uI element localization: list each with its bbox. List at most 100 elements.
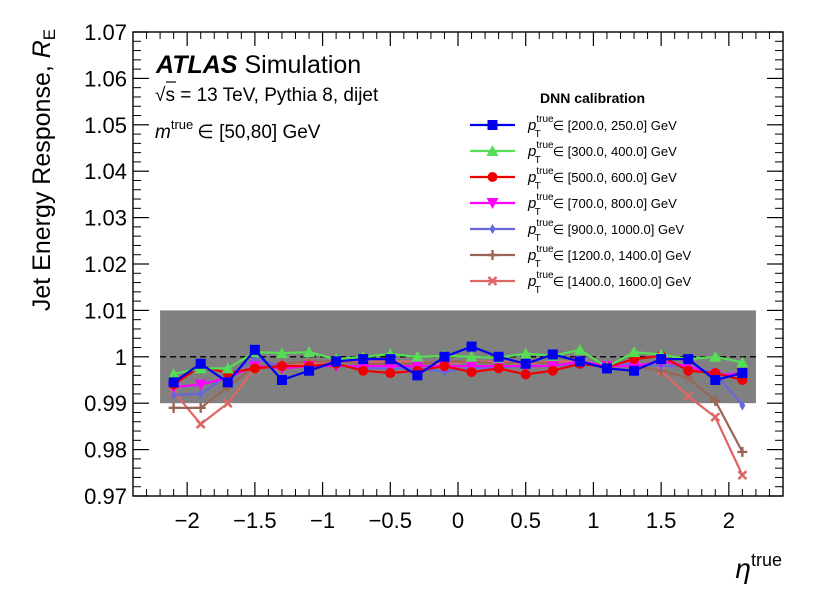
legend-range: ∈ [500.0, 600.0] GeV (553, 170, 677, 185)
series-1-point-22 (737, 368, 748, 379)
y-axis-title-main: Jet Energy Response, (28, 58, 56, 311)
legend-p-symbol: p (527, 169, 536, 186)
series-3-point-8 (358, 365, 369, 376)
legend-superscript: true (536, 114, 554, 125)
series-3-point-12 (466, 367, 477, 378)
series-1-point-19 (656, 354, 667, 365)
series-7-point-20 (683, 391, 694, 402)
y-tick-label: 1.05 (84, 113, 127, 138)
series-2-point-21 (709, 350, 722, 362)
legend-marker (487, 172, 498, 182)
series-7-point-21 (710, 412, 721, 423)
legend-superscript: true (536, 218, 554, 229)
series-6-point-22 (737, 446, 748, 457)
series-1-point-20 (683, 354, 694, 365)
y-tick-label: 0.99 (84, 391, 127, 416)
series-3-point-13 (493, 363, 504, 374)
legend-label: ptrue T ∈ [700.0, 800.0] GeV (527, 192, 677, 218)
legend-entry-6: ptrue T ∈ [1200.0, 1400.0] GeV (470, 244, 692, 270)
legend-p-symbol: p (527, 247, 536, 264)
y-tick-label: 0.97 (84, 484, 127, 509)
legend-range: ∈ [1200.0, 1400.0] GeV (553, 248, 692, 263)
legend-subscript: T (535, 233, 541, 244)
series-1-point-14 (520, 358, 531, 369)
legend-marker (487, 250, 498, 260)
series-3-point-14 (520, 369, 531, 380)
y-axis-title-subscript: E (40, 29, 59, 40)
series-1-point-4 (249, 344, 260, 355)
series-6-point-1 (168, 402, 179, 413)
legend-marker (489, 224, 496, 234)
series-1-point-17 (601, 363, 612, 374)
simulation-text: Simulation (244, 51, 361, 79)
series-3-line (173, 354, 743, 386)
series-4-point-2 (194, 379, 207, 391)
legend-subscript: T (535, 207, 541, 218)
series-1-point-16 (574, 356, 585, 367)
legend-subscript: T (535, 285, 541, 296)
y-tick-label: 1.04 (84, 159, 127, 184)
legend-p-symbol: p (527, 221, 536, 238)
legend-marker (487, 120, 498, 130)
x-tick-label: 1 (587, 508, 599, 533)
series-1 (168, 341, 748, 388)
series-5-point-22 (739, 400, 746, 411)
legend-range: ∈ [1400.0, 1600.0] GeV (553, 274, 692, 289)
x-axis-title-symbol: η (735, 553, 751, 584)
legend-marker (486, 145, 499, 156)
series-2-point-14 (519, 347, 532, 359)
x-tick-label: −1 (310, 508, 335, 533)
legend-entry-1: ptrue T ∈ [200.0, 250.0] GeV (470, 114, 677, 140)
series-1-point-18 (629, 365, 640, 376)
y-tick-label: 1.02 (84, 252, 127, 277)
series-3-point-9 (385, 368, 396, 379)
legend-label: ptrue T ∈ [1400.0, 1600.0] GeV (527, 270, 692, 296)
mass-symbol: m (155, 122, 171, 143)
x-tick-label: 2 (723, 508, 735, 533)
legend-p-symbol: p (527, 273, 536, 290)
legend-range: ∈ [200.0, 250.0] GeV (553, 118, 677, 133)
legend-range: ∈ [300.0, 400.0] GeV (553, 144, 677, 159)
y-tick-label: 1.01 (84, 298, 127, 323)
legend-superscript: true (536, 192, 554, 203)
legend-subscript: T (535, 259, 541, 270)
x-axis-title-superscript: true (751, 550, 782, 570)
legend-superscript: true (536, 140, 554, 151)
legend-entry-2: ptrue T ∈ [300.0, 400.0] GeV (470, 140, 677, 166)
atlas-logo-text: ATLAS (155, 51, 238, 79)
legend-subscript: T (535, 129, 541, 140)
legend-superscript: true (536, 270, 554, 281)
series-1-point-11 (439, 351, 450, 362)
legend-label: ptrue T ∈ [300.0, 400.0] GeV (527, 140, 677, 166)
series-1-point-15 (547, 349, 558, 360)
series-2-point-12 (465, 350, 478, 362)
series-2-point-18 (628, 346, 641, 358)
series-2-point-5 (275, 347, 288, 359)
axis-ticks (133, 31, 783, 497)
y-tick-label: 1.06 (84, 66, 127, 91)
mass-range-text: ∈ [50,80] GeV (197, 122, 321, 143)
atlas-label: ATLAS Simulation (155, 51, 361, 79)
legend-label: ptrue T ∈ [200.0, 250.0] GeV (527, 114, 677, 140)
x-axis-title: ηtrue (735, 550, 782, 584)
series-6-point-21 (710, 395, 721, 406)
mass-superscript: true (171, 117, 193, 132)
series-1-point-6 (304, 365, 315, 376)
x-tick-label: −1.5 (233, 508, 276, 533)
legend-label: ptrue T ∈ [900.0, 1000.0] GeV (527, 218, 684, 244)
y-tick-label: 1.07 (84, 20, 127, 45)
y-axis-title-symbol: R (28, 40, 56, 58)
series-4-point-12 (465, 361, 478, 373)
x-tick-label: 1.5 (646, 508, 677, 533)
y-tick-label: 1.03 (84, 206, 127, 231)
legend-label: ptrue T ∈ [500.0, 600.0] GeV (527, 166, 677, 192)
legend-subscript: T (535, 181, 541, 192)
series-1-line (173, 345, 743, 384)
legend-entry-7: ptrue T ∈ [1400.0, 1600.0] GeV (470, 270, 692, 296)
series-1-point-2 (195, 358, 206, 369)
series-1-point-8 (358, 354, 369, 365)
series-2-point-16 (573, 343, 586, 355)
legend-superscript: true (536, 166, 554, 177)
